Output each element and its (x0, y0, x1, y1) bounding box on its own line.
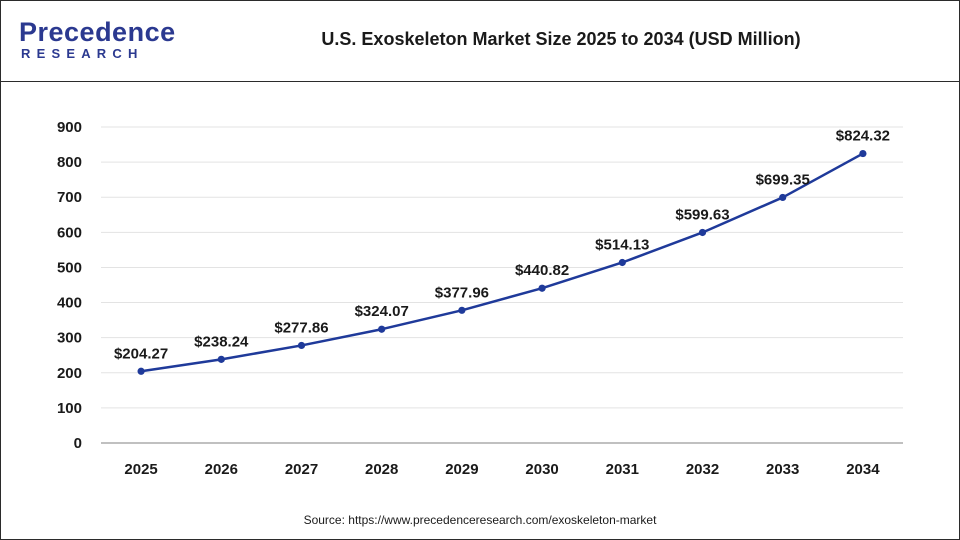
series-line-layer (140, 152, 864, 373)
data-point (297, 341, 306, 350)
data-point (859, 149, 867, 158)
y-tick-label: 0 (74, 435, 82, 452)
y-tick-label: 900 (57, 119, 82, 136)
brand-name-bottom: RESEARCH (21, 46, 144, 61)
series-line (140, 152, 864, 373)
data-point (698, 228, 707, 237)
y-tick-label: 600 (57, 224, 82, 241)
data-label: $277.86 (274, 319, 328, 336)
data-point (378, 325, 386, 333)
y-tick-label: 500 (57, 259, 82, 276)
data-point (458, 306, 466, 314)
data-point (217, 355, 225, 363)
x-tick-label: 2025 (124, 461, 157, 478)
data-label: $699.35 (756, 171, 810, 188)
y-tick-label: 300 (57, 330, 82, 347)
y-tick-label: 400 (57, 295, 82, 312)
x-tick-label: 2031 (606, 461, 639, 478)
data-label: $324.07 (355, 303, 409, 320)
source-note: Source: https://www.precedenceresearch.c… (303, 513, 657, 527)
y-tick-label: 800 (57, 154, 82, 171)
x-tick-label: 2033 (766, 461, 799, 478)
y-tick-label: 100 (57, 400, 82, 417)
header: Precedence RESEARCH U.S. Exoskeleton Mar… (1, 1, 959, 82)
data-label: $599.63 (675, 206, 729, 223)
grid-lines (101, 126, 903, 409)
brand-logo: Precedence RESEARCH (19, 17, 175, 63)
data-label: $824.32 (836, 128, 890, 145)
y-tick-label: 200 (57, 365, 82, 382)
y-tick-labels: 0 100 200 300 400 500 600 700 800 900 (57, 119, 82, 452)
brand-name-top: Precedence (19, 17, 176, 47)
data-labels: $204.27 $238.24 $277.86 $324.07 $377.96 $440.… (114, 128, 890, 363)
chart-title: U.S. Exoskeleton Market Size 2025 to 203… (321, 29, 801, 49)
x-tick-label: 2034 (846, 461, 880, 478)
x-tick-label: 2026 (205, 461, 238, 478)
data-label: $514.13 (595, 236, 649, 253)
x-tick-labels: 2025 2026 2027 2028 2029 2030 2031 2032 2033 2034 (124, 461, 880, 478)
x-tick-label: 2028 (365, 461, 398, 478)
data-label: $377.96 (435, 284, 489, 301)
data-points (137, 149, 867, 375)
x-tick-label: 2030 (525, 461, 558, 478)
x-tick-label: 2029 (445, 461, 478, 478)
data-point (137, 367, 145, 375)
data-point (538, 284, 546, 292)
data-label: $238.24 (194, 333, 249, 350)
data-label: $440.82 (515, 262, 569, 279)
data-point (779, 193, 787, 202)
x-tick-label: 2027 (285, 461, 318, 478)
data-point (618, 258, 626, 267)
data-label: $204.27 (114, 345, 168, 362)
y-tick-label: 700 (57, 189, 82, 206)
x-tick-label: 2032 (686, 461, 719, 478)
